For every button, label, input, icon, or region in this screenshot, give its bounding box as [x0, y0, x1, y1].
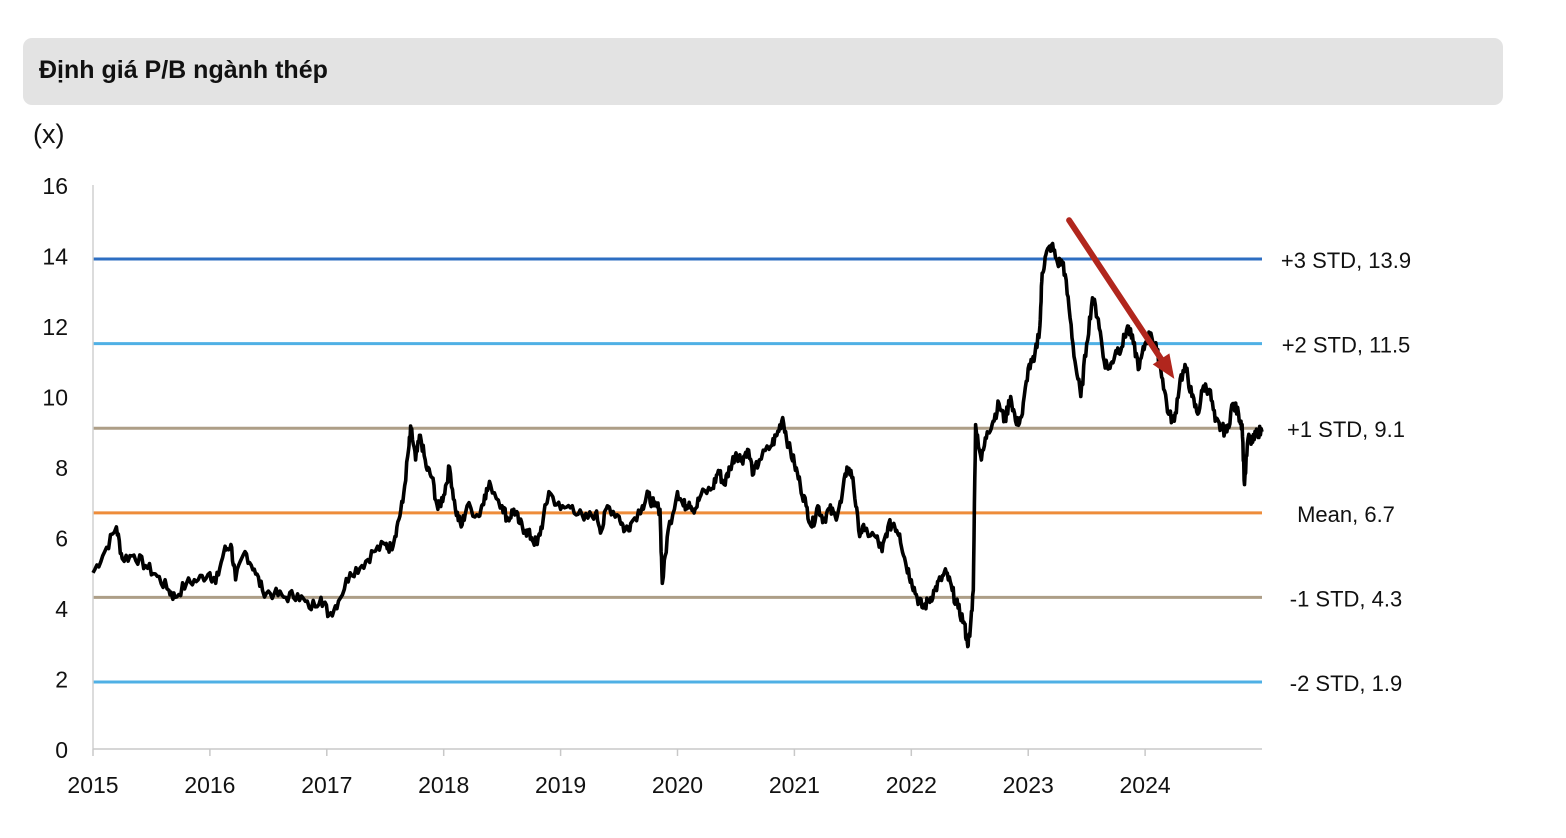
x-tick-label: 2022: [886, 772, 937, 798]
reference-label-0: +3 STD, 13.9: [1281, 248, 1411, 273]
y-tick-label: 8: [55, 455, 68, 481]
title-bar: Định giá P/B ngành thép: [23, 38, 1503, 105]
x-tick-label: 2021: [769, 772, 820, 798]
y-tick-label: 14: [42, 244, 68, 270]
series-line-0: [91, 241, 1264, 649]
trend-arrow-head: [1152, 353, 1175, 379]
y-tick-label: 12: [42, 314, 68, 340]
trend-arrow-shaft: [1066, 217, 1165, 362]
x-tick-label: 2016: [184, 772, 235, 798]
y-tick-label: 6: [55, 526, 68, 552]
reference-lines: +3 STD, 13.9 +2 STD, 11.5 +1 STD, 9.1 Mean,…: [93, 248, 1411, 696]
y-tick-label: 4: [55, 596, 68, 622]
chart-title: Định giá P/B ngành thép: [39, 56, 328, 84]
x-tick-label: 2015: [67, 772, 118, 798]
y-axis-unit-label: (x): [33, 119, 64, 149]
y-tick-label: 2: [55, 667, 68, 693]
y-tick-label: 16: [42, 173, 68, 199]
reference-label-5: -2 STD, 1.9: [1290, 671, 1402, 696]
series-layer: [91, 241, 1264, 649]
x-tick-label: 2018: [418, 772, 469, 798]
reference-label-1: +2 STD, 11.5: [1282, 333, 1411, 358]
x-tick-label: 2023: [1003, 772, 1054, 798]
x-tick-label: 2017: [301, 772, 352, 798]
y-tick-label: 0: [55, 737, 68, 763]
reference-label-2: +1 STD, 9.1: [1287, 417, 1405, 442]
y-tick-label: 10: [42, 385, 68, 411]
reference-label-4: -1 STD, 4.3: [1290, 586, 1402, 611]
axes: 0 2 4 6 8 10 12 14 16 2015 2016 2017 2018 2019 2020 202…: [42, 173, 1262, 798]
reference-label-3: Mean, 6.7: [1297, 502, 1395, 527]
x-tick-label: 2019: [535, 772, 586, 798]
x-tick-label: 2024: [1120, 772, 1171, 798]
x-tick-label: 2020: [652, 772, 703, 798]
annotation-layer: [1066, 217, 1175, 379]
